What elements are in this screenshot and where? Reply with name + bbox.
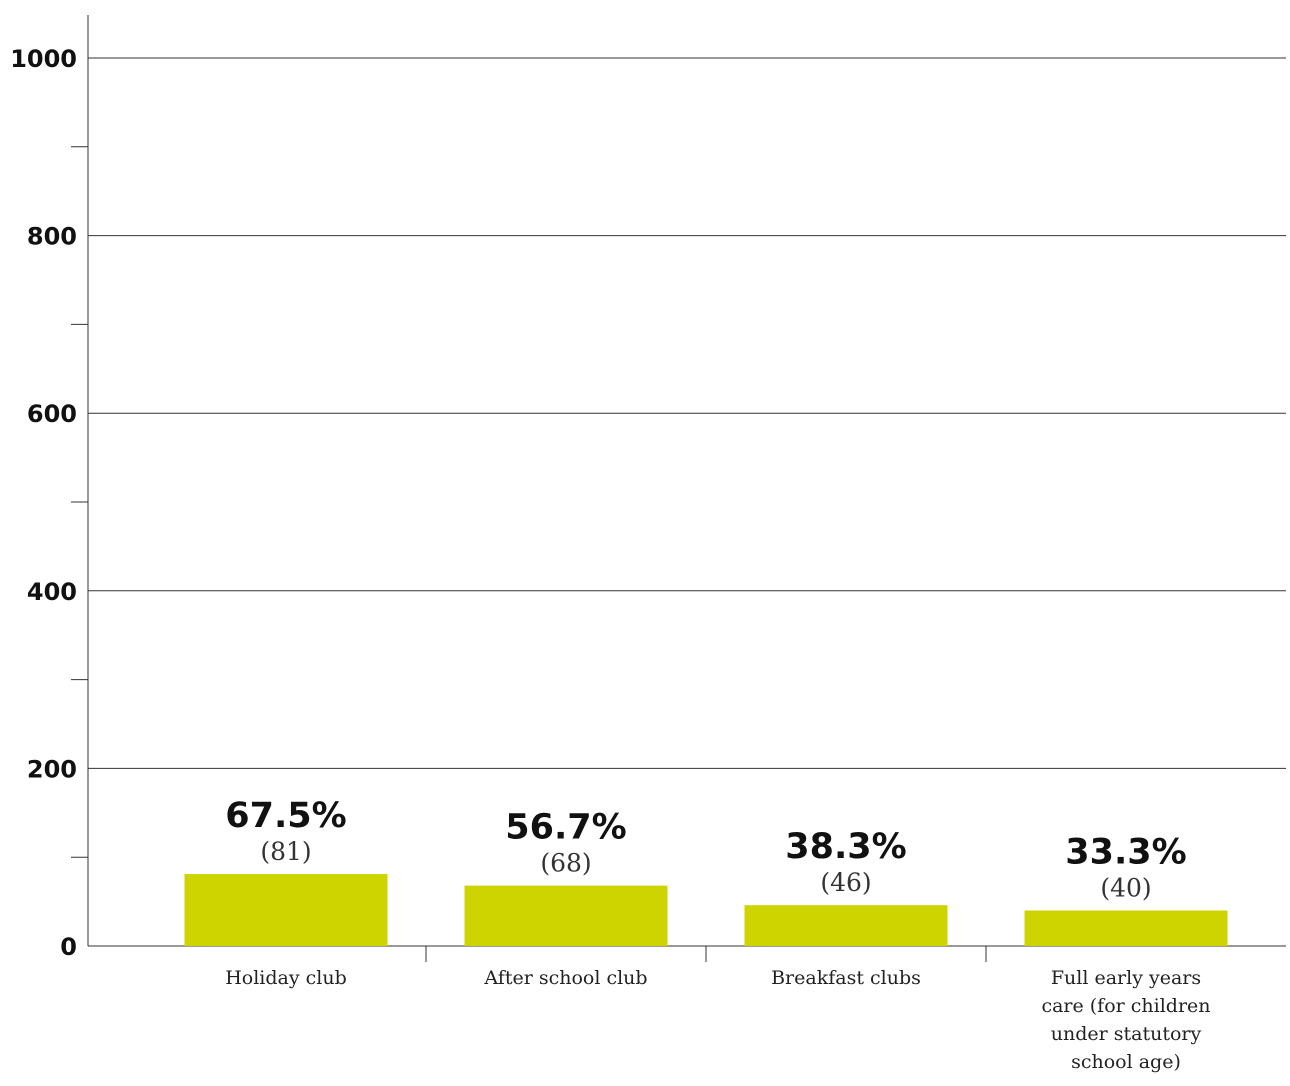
x-tick-label-line: Holiday club bbox=[225, 967, 347, 989]
data-label-count: (68) bbox=[540, 849, 591, 878]
y-tick-label: 800 bbox=[27, 223, 77, 251]
data-label-count: (40) bbox=[1100, 873, 1151, 902]
y-tick-label: 0 bbox=[60, 933, 77, 961]
x-tick-label: After school club bbox=[483, 967, 647, 989]
axes: 0 200 400 600 800 1000 bbox=[10, 15, 1286, 962]
y-tick-label: 400 bbox=[27, 578, 77, 606]
x-tick-label-line: care (for children bbox=[1041, 995, 1210, 1017]
data-label-percent: 33.3% bbox=[1065, 832, 1186, 872]
data-label-percent: 67.5% bbox=[225, 796, 346, 836]
bar bbox=[464, 885, 668, 946]
x-tick-label-line: school age) bbox=[1071, 1051, 1181, 1073]
x-tick-label: Breakfast clubs bbox=[771, 967, 921, 989]
bars bbox=[184, 874, 1228, 946]
x-tick-label: Full early years care (for children under … bbox=[1041, 967, 1210, 1073]
data-label-percent: 38.3% bbox=[785, 827, 906, 867]
x-tick-label-line: Full early years bbox=[1051, 967, 1201, 989]
data-labels: (81)67.5% (68)56.7% (46)38.3% (40)33.3% bbox=[225, 796, 1186, 902]
y-tick-label: 600 bbox=[27, 400, 77, 428]
y-tick-label: 1000 bbox=[10, 45, 77, 73]
data-label-count: (46) bbox=[820, 868, 871, 897]
bar bbox=[1024, 910, 1228, 946]
y-tick-label: 200 bbox=[27, 755, 77, 783]
data-label-count: (81) bbox=[260, 837, 311, 866]
data-label-percent: 56.7% bbox=[505, 808, 626, 848]
x-tick-labels: Holiday club After school club Breakfast c… bbox=[225, 967, 1210, 1073]
x-tick-label-line: Breakfast clubs bbox=[771, 967, 921, 989]
x-tick-label-line: After school club bbox=[483, 967, 647, 989]
gridlines bbox=[88, 57, 1286, 769]
bar bbox=[184, 874, 388, 946]
bar bbox=[744, 905, 948, 946]
x-tick-label: Holiday club bbox=[225, 967, 347, 989]
x-tick-label-line: under statutory bbox=[1051, 1023, 1202, 1045]
